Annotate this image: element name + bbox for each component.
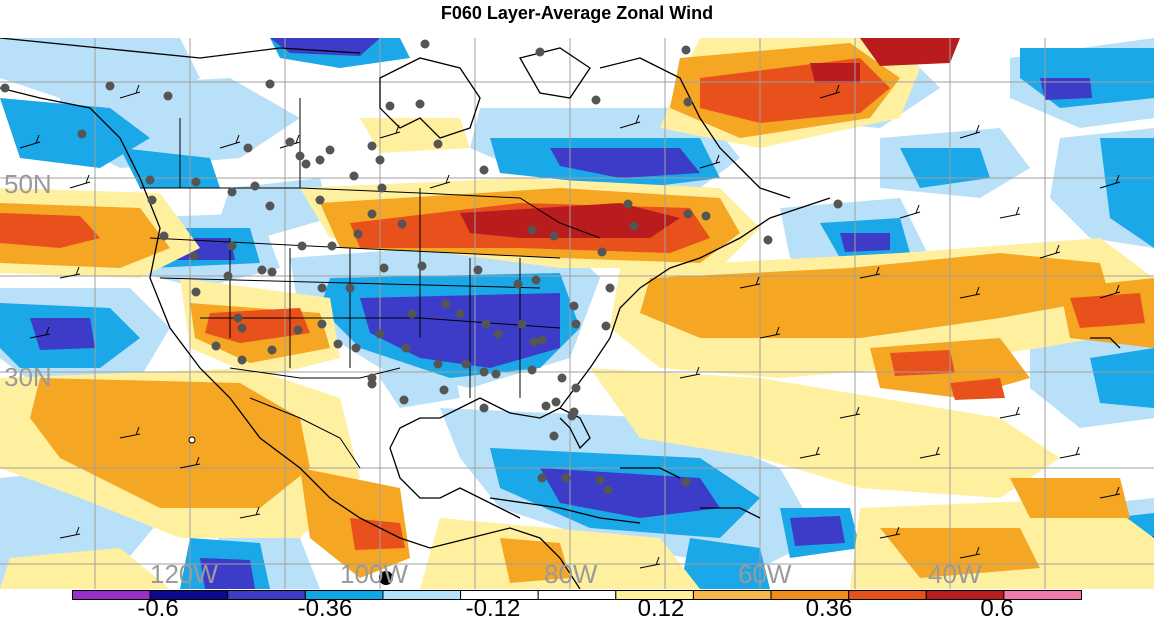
field-dark-blue: [30, 38, 1154, 589]
lon-label-100w: 100W: [340, 559, 408, 589]
lat-label-50n: 50N: [4, 169, 52, 199]
colorbar-swatch: [382, 590, 462, 600]
colorbar-swatch: [692, 590, 772, 600]
wind-barbs: [19, 84, 1121, 569]
lon-label-80w: 80W: [544, 559, 598, 589]
colorbar-svg: [72, 590, 1082, 600]
colorbar-label: -0.12: [465, 595, 521, 622]
colorbar-label: -0.36: [297, 595, 353, 622]
station-open-marker: [188, 436, 196, 444]
colorbar: [72, 590, 1082, 600]
colorbar-swatch: [848, 590, 927, 600]
colorbar-swatch: [1003, 590, 1082, 600]
lon-label-40w: 40W: [928, 559, 982, 589]
coastlines: [0, 38, 1121, 589]
weather-map: 50N 30N 120W 100W 80W 60W 40W: [0, 38, 1154, 589]
colorbar-swatch: [227, 590, 306, 600]
colorbar-label: 0.6: [980, 595, 1014, 622]
map-title: F060 Layer-Average Zonal Wind: [440, 3, 714, 23]
station-dot-highlight: [379, 571, 393, 585]
lat-lon-grid: [0, 38, 1154, 589]
colorbar-swatch: [537, 590, 617, 600]
colorbar-label: 0.12: [637, 595, 685, 622]
lon-label-60w: 60W: [738, 559, 792, 589]
colorbar-label: -0.6: [137, 595, 179, 622]
lat-label-30n: 30N: [4, 362, 52, 392]
map-canvas: 50N 30N 120W 100W 80W 60W 40W: [0, 38, 1154, 589]
lon-label-120w: 120W: [150, 559, 218, 589]
station-dots: [0, 39, 843, 495]
colorbar-label: 0.36: [805, 595, 853, 622]
